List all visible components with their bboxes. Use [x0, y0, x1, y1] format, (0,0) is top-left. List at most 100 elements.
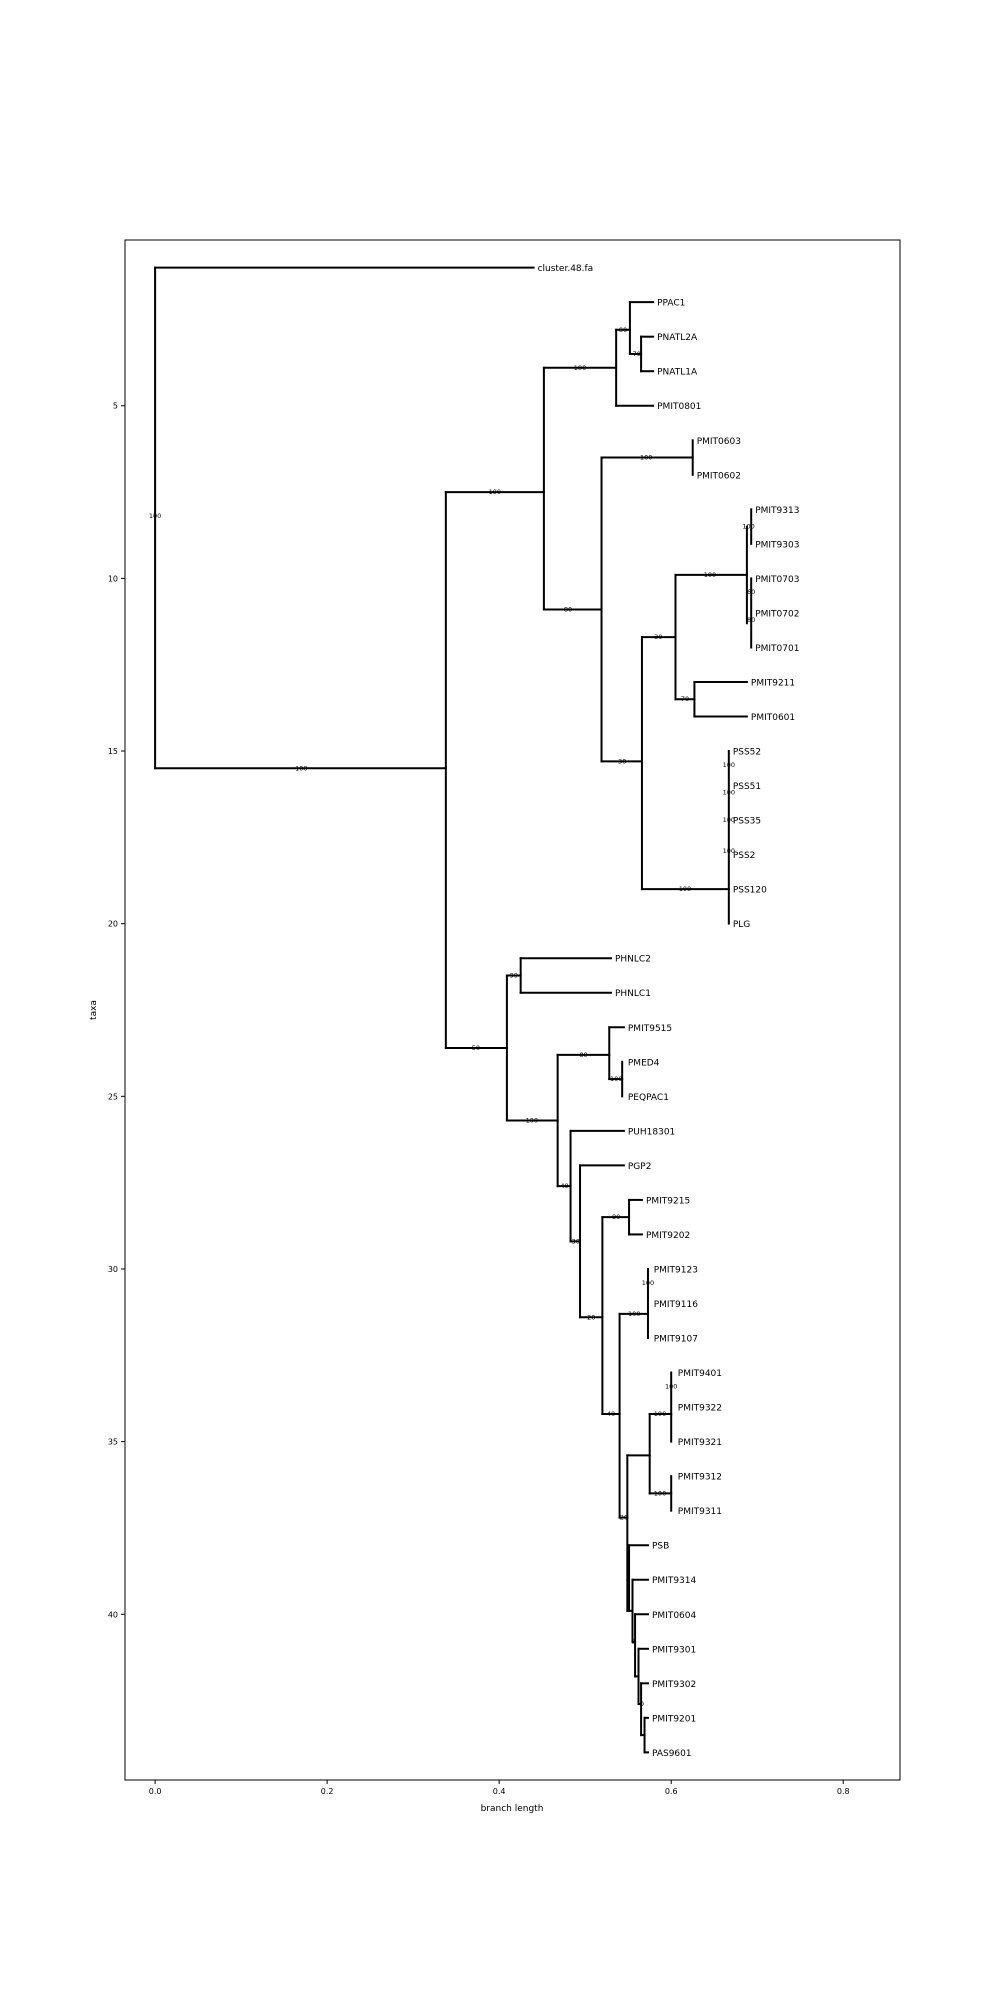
- support-value: 100: [149, 512, 161, 520]
- support-value: 80: [612, 1213, 620, 1221]
- support-value: 100: [665, 1382, 677, 1390]
- leaf-label: PMIT0702: [755, 609, 799, 619]
- leaf-label: PMIT0601: [751, 713, 795, 723]
- support-value: 0: [631, 1638, 635, 1646]
- tree-branches: [154, 266, 753, 1754]
- support-value: 90: [510, 971, 518, 979]
- y-tick-label: 10: [108, 574, 118, 583]
- support-value: 100: [704, 571, 716, 579]
- leaf-label: PMIT9313: [755, 506, 799, 516]
- x-tick-label: 0.2: [321, 1787, 334, 1796]
- x-tick-label: 0.6: [665, 1787, 678, 1796]
- leaf-label: PMIT9321: [678, 1438, 722, 1448]
- support-value: 80: [619, 326, 627, 334]
- leaf-labels: cluster.48.fa PPAC1 PNATL2A PNATL1A PMIT0801…: [538, 264, 800, 1759]
- support-value: 30: [572, 1237, 580, 1245]
- support-value: 30: [654, 633, 662, 641]
- leaf-label: PMIT9211: [751, 678, 795, 688]
- support-value: 40: [607, 1410, 615, 1418]
- leaf-label: PMIT0604: [652, 1611, 697, 1621]
- support-value: 70: [633, 350, 641, 358]
- leaf-label: cluster.48.fa: [538, 264, 594, 274]
- leaf-label: PGP2: [628, 1162, 652, 1172]
- leaf-label: PSS35: [733, 817, 761, 827]
- y-tick-label: 5: [113, 402, 118, 411]
- support-value: 100: [654, 1410, 666, 1418]
- leaf-label: PMIT9302: [652, 1680, 696, 1690]
- leaf-label: PMIT9311: [678, 1507, 722, 1517]
- support-value: 100: [723, 847, 735, 855]
- support-value: 100: [723, 788, 735, 796]
- support-value: 100: [654, 1489, 666, 1497]
- support-value: 100: [642, 1279, 654, 1287]
- leaf-label: PHNLC1: [615, 989, 651, 999]
- leaf-label: PSB: [652, 1542, 669, 1552]
- y-tick-label: 40: [108, 1610, 118, 1619]
- leaf-label: PMIT0602: [697, 471, 741, 481]
- x-tick-label: 0.8: [837, 1787, 850, 1796]
- leaf-label: PNATL2A: [657, 333, 698, 343]
- support-value: 100: [679, 885, 691, 893]
- y-tick-label: 30: [108, 1265, 118, 1274]
- support-value: 0: [640, 1700, 644, 1708]
- support-value: 20: [587, 1313, 595, 1321]
- x-axis-ticks: 0.0 0.2 0.4 0.6 0.8: [149, 1780, 850, 1796]
- support-value: 50: [472, 1044, 480, 1052]
- y-tick-label: 20: [108, 920, 118, 929]
- support-value: 40: [560, 1182, 568, 1190]
- plot-frame: [124, 239, 901, 1781]
- leaf-label: PMIT9322: [678, 1404, 722, 1414]
- leaf-label: PMIT9301: [652, 1645, 696, 1655]
- leaf-label: PUH18301: [628, 1127, 675, 1137]
- leaf-label: PEQPAC1: [628, 1093, 669, 1103]
- leaf-label: PMIT9201: [652, 1714, 696, 1724]
- support-value: 100: [610, 1075, 622, 1083]
- leaf-label: PMIT9303: [755, 540, 799, 550]
- support-value: 100: [295, 764, 307, 772]
- support-value: 60: [747, 588, 755, 596]
- support-value: 100: [640, 454, 652, 462]
- leaf-label: PMED4: [628, 1058, 660, 1068]
- leaf-label: PMIT9312: [678, 1473, 722, 1483]
- x-tick-label: 0.0: [149, 1787, 162, 1796]
- leaf-label: PMIT0801: [657, 402, 701, 412]
- leaf-label: PPAC1: [657, 299, 685, 309]
- support-value: 20: [620, 1514, 628, 1522]
- y-axis-label: taxa: [89, 1000, 99, 1020]
- support-value: 70: [681, 695, 689, 703]
- y-tick-label: 25: [108, 1092, 118, 1101]
- leaf-label: PMIT9515: [628, 1024, 672, 1034]
- leaf-label: PMIT9215: [646, 1196, 690, 1206]
- leaf-label: PSS2: [733, 851, 756, 861]
- leaf-label: PNATL1A: [657, 368, 698, 378]
- support-value: 100: [574, 364, 586, 372]
- support-value: 30: [618, 757, 626, 765]
- leaf-label: PSS120: [733, 886, 767, 896]
- leaf-label: PMIT9107: [654, 1335, 698, 1345]
- leaf-label: PMIT9401: [678, 1369, 722, 1379]
- y-tick-label: 15: [108, 747, 118, 756]
- support-value: 100: [723, 761, 735, 769]
- support-value: 100: [526, 1116, 538, 1124]
- leaf-label: PLG: [733, 920, 750, 930]
- y-tick-label: 35: [108, 1438, 118, 1447]
- leaf-label: PMIT9116: [654, 1300, 699, 1310]
- support-value: 100: [742, 523, 754, 531]
- leaf-label: PMIT9123: [654, 1265, 698, 1275]
- support-value: 80: [747, 616, 755, 624]
- x-tick-label: 0.4: [493, 1787, 506, 1796]
- support-labels: 100 100 100 100 80 70 80 100 100 100 60 80 30 70 30 100…: [149, 326, 755, 1708]
- leaf-label: PSS51: [733, 782, 761, 792]
- leaf-label: PAS9601: [652, 1749, 692, 1759]
- support-value: 100: [628, 1310, 640, 1318]
- leaf-label: PHNLC2: [615, 955, 651, 965]
- support-value: 100: [723, 816, 735, 824]
- leaf-label: PMIT9202: [646, 1231, 690, 1241]
- leaf-label: PMIT0701: [755, 644, 799, 654]
- leaf-label: PMIT0703: [755, 575, 799, 585]
- x-axis-label: branch length: [481, 1804, 544, 1814]
- y-axis-ticks: 5 10 15 20 25 30 35 40: [108, 402, 125, 1619]
- support-value: 80: [579, 1051, 587, 1059]
- leaf-label: PSS52: [733, 748, 761, 758]
